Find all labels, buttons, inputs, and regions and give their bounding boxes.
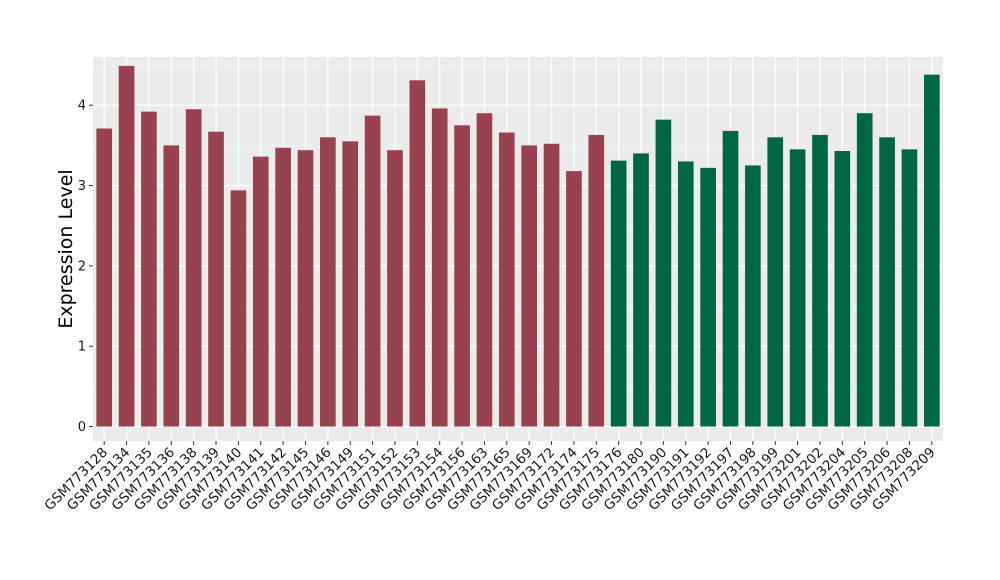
bar-gsm773202	[812, 134, 828, 427]
bar-gsm773153	[409, 80, 426, 427]
bar-gsm773205	[856, 113, 873, 427]
bar-gsm773175	[588, 134, 605, 427]
bar-gsm773154	[431, 108, 448, 427]
y-axis: 0 1 2 3 4	[78, 99, 93, 435]
bar-gsm773156	[454, 125, 470, 427]
bar-gsm773136	[163, 145, 180, 427]
bar-gsm773191	[677, 161, 694, 427]
y-tick-label: 1	[78, 340, 86, 355]
bar-gsm773208	[901, 149, 918, 427]
bar-gsm773172	[543, 143, 560, 427]
y-tick-label: 4	[78, 99, 86, 114]
bar-gsm773201	[789, 149, 806, 427]
bar-gsm773142	[275, 147, 291, 427]
bar-gsm773206	[879, 137, 895, 427]
bar-gsm773135	[141, 111, 157, 427]
y-tick-label: 2	[78, 259, 86, 274]
bar-gsm773174	[566, 171, 582, 427]
y-tick-label: 3	[78, 179, 86, 194]
bar-gsm773197	[722, 130, 739, 427]
bar-gsm773145	[297, 150, 314, 427]
bar-gsm773198	[745, 165, 761, 427]
bar-gsm773199	[767, 137, 784, 427]
bar-gsm773141	[252, 156, 269, 427]
y-axis-title: Expression Level	[55, 169, 77, 328]
bar-gsm773163	[476, 113, 493, 427]
bar-gsm773169	[521, 145, 538, 427]
x-axis: GSM773128GSM773134GSM773135GSM773136GSM7…	[42, 441, 939, 514]
bar-gsm773139	[208, 131, 224, 427]
bar-gsm773149	[342, 141, 359, 427]
bar-gsm773209	[923, 74, 940, 427]
bar-gsm773128	[96, 128, 113, 427]
bar-gsm773134	[118, 65, 135, 427]
bars	[96, 65, 940, 427]
bar-gsm773204	[834, 150, 851, 427]
bar-gsm773138	[185, 109, 202, 427]
bar-gsm773176	[610, 160, 627, 427]
y-tick-label: 0	[78, 420, 86, 435]
bar-gsm773192	[700, 167, 716, 427]
bar-gsm773151	[364, 115, 381, 427]
bar-gsm773190	[655, 119, 672, 427]
bar-gsm773146	[320, 137, 336, 427]
bar-gsm773180	[633, 153, 649, 427]
bar-gsm773152	[387, 150, 403, 427]
bar-gsm773140	[230, 190, 247, 427]
bar-gsm773165	[498, 132, 515, 427]
